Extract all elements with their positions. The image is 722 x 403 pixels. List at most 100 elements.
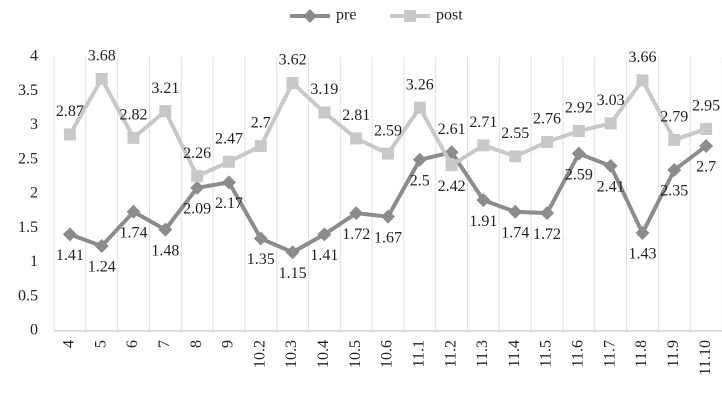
legend-label: pre: [336, 7, 356, 24]
marker: [285, 245, 300, 260]
data-label: 2.87: [56, 103, 84, 120]
data-label: 2.17: [215, 195, 243, 212]
marker: [381, 209, 395, 224]
marker: [63, 128, 76, 141]
marker: [94, 239, 109, 254]
data-label: 1.41: [310, 247, 338, 264]
marker: [127, 131, 140, 144]
marker: [476, 193, 491, 208]
legend-label: post: [436, 7, 463, 24]
marker: [286, 77, 299, 90]
marker: [317, 227, 332, 242]
marker: [95, 72, 108, 85]
data-label: 2.26: [183, 145, 211, 162]
x-tick-label: 11.1: [410, 340, 427, 367]
y-tick-label: 0.5: [18, 287, 38, 304]
x-tick-label: 11.4: [506, 340, 523, 367]
data-label: 1.74: [501, 224, 529, 241]
data-label: 3.26: [406, 76, 434, 93]
data-label: 1.74: [120, 224, 148, 241]
x-tick-label: 10.6: [379, 340, 396, 368]
marker: [126, 204, 141, 219]
data-label: 2.47: [215, 130, 243, 147]
marker: [541, 135, 554, 148]
marker: [508, 204, 523, 219]
marker: [222, 155, 235, 168]
y-tick-label: 3: [30, 116, 38, 133]
data-label: 2.81: [342, 107, 370, 124]
y-tick-label: 1: [30, 253, 38, 270]
x-tick-label: 10.4: [315, 340, 332, 368]
y-tick-label: 2.5: [18, 150, 38, 167]
marker: [477, 139, 490, 152]
marker: [254, 140, 267, 153]
y-tick-label: 2: [30, 185, 38, 202]
data-label: 1.72: [533, 226, 561, 243]
marker: [667, 163, 682, 178]
data-label: 2.95: [692, 98, 720, 115]
x-tick-label: 11.10: [697, 340, 714, 375]
y-tick-label: 1.5: [18, 219, 38, 236]
x-tick-label: 4: [61, 340, 78, 348]
marker: [158, 222, 173, 237]
data-label: 3.19: [310, 81, 338, 98]
x-tick-label: 6: [124, 340, 141, 348]
data-label: 2.42: [438, 178, 466, 195]
data-label: 2.5: [410, 172, 430, 189]
x-tick-label: 11.7: [601, 340, 618, 367]
marker: [318, 106, 331, 119]
data-label: 2.41: [597, 179, 625, 196]
marker: [636, 74, 649, 87]
marker: [509, 150, 522, 163]
data-label: 1.35: [247, 251, 275, 268]
marker: [412, 152, 427, 167]
data-label: 2.09: [183, 201, 211, 218]
data-label: 2.55: [501, 125, 529, 142]
data-label: 1.43: [628, 246, 656, 263]
data-label: 2.79: [660, 109, 688, 126]
data-label: 2.61: [438, 121, 466, 138]
data-label: 3.66: [628, 49, 656, 66]
marker: [413, 101, 426, 114]
marker: [191, 170, 204, 183]
marker: [603, 158, 618, 173]
data-label: 2.59: [565, 166, 593, 183]
legend-marker: [404, 10, 416, 22]
data-label: 3.21: [151, 80, 179, 97]
marker: [221, 175, 236, 190]
data-label: 3.03: [597, 92, 625, 109]
data-label: 2.71: [469, 114, 497, 131]
marker: [668, 133, 681, 146]
marker: [572, 124, 585, 137]
data-label: 1.15: [279, 265, 307, 282]
x-tick-label: 11.5: [538, 340, 555, 367]
data-label: 2.35: [660, 183, 688, 200]
data-label: 1.67: [374, 229, 402, 246]
data-label: 1.91: [469, 213, 497, 230]
marker: [540, 206, 555, 221]
x-tick-label: 11.6: [570, 340, 587, 367]
marker: [349, 206, 364, 221]
marker: [382, 147, 394, 160]
legend-marker: [303, 9, 317, 23]
data-label: 2.82: [120, 107, 148, 124]
marker: [350, 132, 363, 145]
data-label: 2.7: [251, 115, 271, 132]
x-tick-label: 10.2: [251, 340, 268, 368]
marker: [62, 227, 77, 242]
y-tick-label: 3.5: [18, 82, 38, 99]
x-tick-label: 11.8: [633, 340, 650, 367]
x-tick-label: 10.3: [283, 340, 300, 368]
data-label: 3.62: [279, 52, 307, 69]
x-tick-label: 7: [156, 340, 173, 348]
marker: [190, 180, 205, 195]
data-label: 2.59: [374, 122, 402, 139]
marker: [604, 117, 617, 130]
data-label: 2.92: [565, 100, 593, 117]
marker: [635, 226, 650, 241]
data-label: 1.24: [88, 259, 116, 276]
marker: [571, 146, 586, 161]
y-tick-label: 0: [30, 322, 38, 339]
x-tick-label: 11.2: [442, 340, 459, 367]
